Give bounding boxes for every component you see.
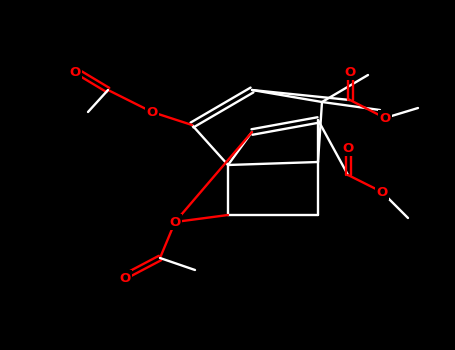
Text: O: O <box>344 65 356 78</box>
Text: O: O <box>69 65 81 78</box>
Text: O: O <box>169 216 181 229</box>
Text: O: O <box>119 272 131 285</box>
Text: O: O <box>147 105 157 119</box>
Text: O: O <box>342 141 354 154</box>
Text: O: O <box>376 186 388 198</box>
Text: O: O <box>379 112 391 125</box>
